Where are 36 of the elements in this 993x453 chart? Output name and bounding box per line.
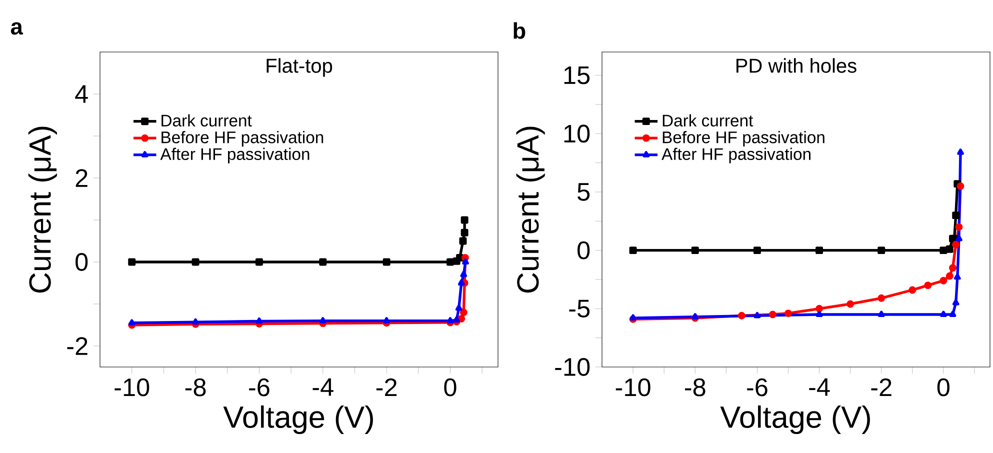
y-tick-label: -10 (555, 358, 590, 376)
legend-label: After HF passivation (160, 148, 310, 164)
legend-label: Dark current (662, 114, 754, 127)
y-axis-title: Current (μA) (516, 126, 545, 293)
chart-title: Flat-top (266, 58, 332, 77)
x-tick-label: -2 (376, 378, 397, 396)
x-tick-label: -2 (871, 378, 892, 396)
chart-title: PD with holes (736, 58, 856, 73)
y-tick-label: 0 (578, 241, 590, 260)
y-tick-label: 15 (564, 66, 590, 84)
y-tick-label: 5 (578, 183, 590, 201)
x-axis-title: Voltage (V) (223, 405, 373, 434)
x-tick-label: 0 (444, 378, 456, 396)
legend-label: After HF passivation (662, 148, 810, 164)
y-tick-label: 2 (76, 169, 88, 187)
legend-label: Before HF passivation (662, 131, 824, 147)
y-tick-label: -5 (569, 300, 590, 318)
y-tick-label: 10 (564, 124, 590, 143)
y-tick-label: 4 (75, 85, 88, 103)
y-tick-label: -2 (67, 337, 88, 355)
text: a (10, 22, 24, 35)
x-tick-label: -6 (747, 378, 768, 396)
x-tick-label: -8 (684, 378, 706, 396)
x-axis-title: Voltage (V) (720, 405, 870, 434)
x-tick-label: -10 (616, 378, 650, 396)
legend-label: Dark current (162, 114, 252, 127)
x-tick-label: -4 (809, 378, 830, 396)
x-tick-label: -4 (312, 378, 334, 396)
y-tick-label: 0 (76, 253, 88, 271)
x-tick-label: -10 (114, 378, 150, 396)
text: b (514, 22, 526, 39)
y-axis-title: Current (μA) (28, 126, 57, 293)
x-tick-label: -6 (249, 378, 270, 396)
legend-label: Before HF passivation (162, 131, 324, 147)
x-tick-label: -8 (185, 378, 206, 396)
x-tick-label: 0 (937, 378, 950, 396)
